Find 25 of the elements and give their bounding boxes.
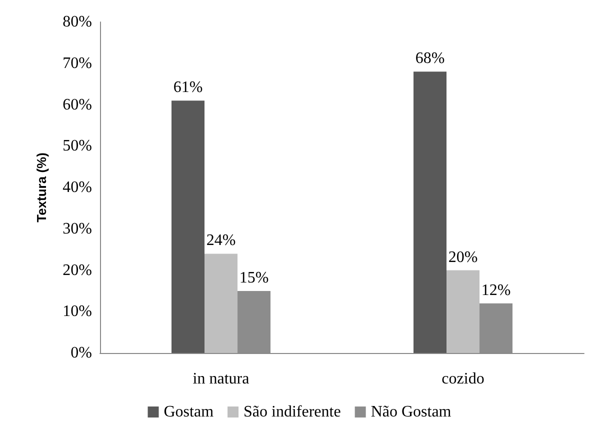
y-tick-label: 80% [62,14,92,30]
y-tick-label: 50% [62,138,92,155]
bar [204,254,238,353]
data-label: 20% [448,248,478,266]
data-label: 24% [206,232,236,250]
x-tick-label: in natura [192,370,250,388]
y-tick-label: 70% [62,54,92,72]
legend-label: São indiferente [244,404,341,420]
bar [414,72,446,353]
x-tick-label: cozido [442,370,484,388]
data-label: 15% [239,269,269,286]
data-label: 61% [173,79,203,96]
y-tick-label: 20% [62,262,92,279]
y-tick-label: 60% [62,96,92,114]
y-tick-label: 10% [62,303,92,320]
y-axis-title: Textura (%) [34,152,49,222]
legend-label: Gostam [164,404,214,420]
legend-label: Não Gostam [370,404,452,420]
bar [172,100,204,353]
data-label: 68% [415,50,445,68]
y-tick-label: 40% [62,179,92,196]
y-tick-label: 0% [70,344,92,362]
data-label: 12% [481,282,511,299]
bar [446,270,480,353]
y-tick-label: 30% [62,220,92,238]
